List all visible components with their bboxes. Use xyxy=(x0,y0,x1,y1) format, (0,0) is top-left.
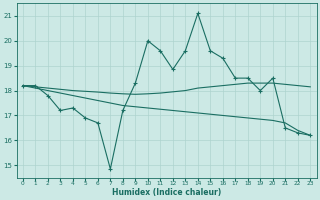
X-axis label: Humidex (Indice chaleur): Humidex (Indice chaleur) xyxy=(112,188,221,197)
